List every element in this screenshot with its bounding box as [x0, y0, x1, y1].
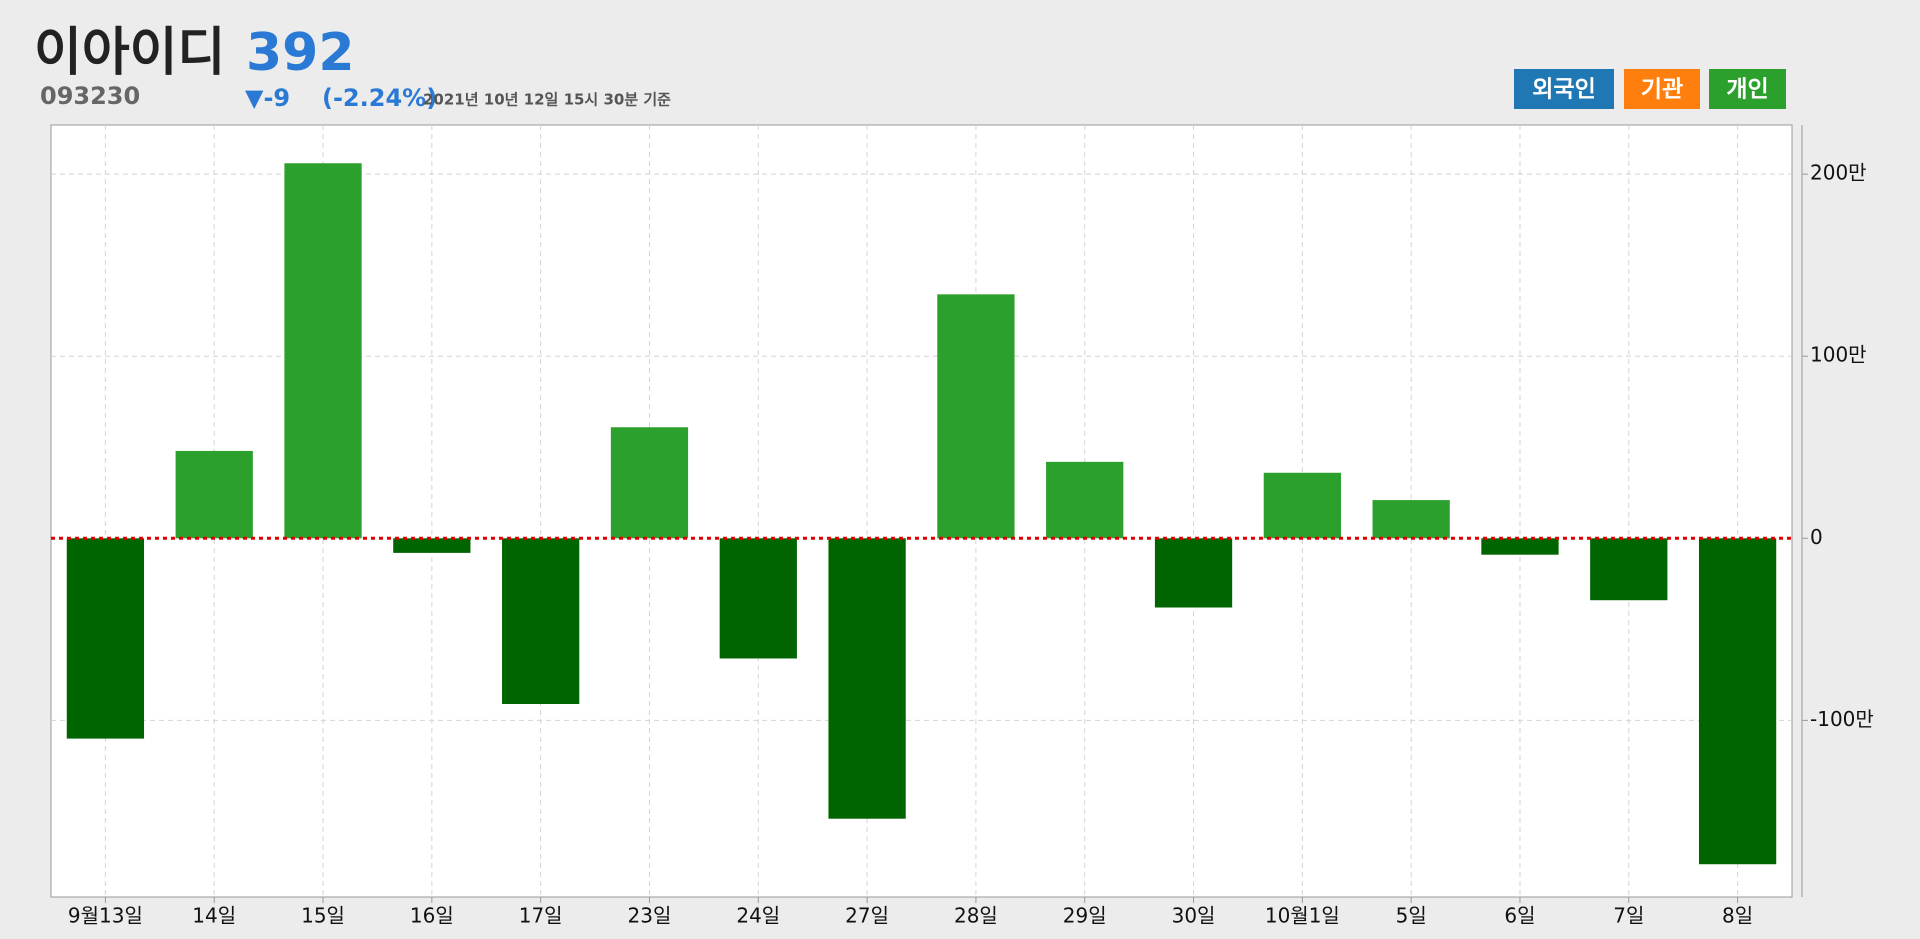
x-tick-label: 30일 [1172, 904, 1216, 928]
x-tick-label: 8일 [1722, 904, 1753, 928]
bar [1590, 538, 1668, 601]
y-tick-label: 200만 [1810, 161, 1867, 185]
bar [719, 538, 797, 659]
x-tick-label: 7일 [1613, 904, 1644, 928]
button-background[interactable] [1514, 69, 1614, 109]
stock-code: 093230 [40, 82, 140, 110]
button-label[interactable]: 기관 [1641, 77, 1683, 103]
button-background[interactable] [1624, 69, 1700, 109]
bar [937, 294, 1015, 539]
x-tick-label: 10월1일 [1265, 904, 1340, 928]
x-tick-label: 6일 [1504, 904, 1535, 928]
filter-button[interactable]: 개인 [1709, 69, 1786, 109]
bar [502, 538, 580, 704]
bar [1698, 538, 1777, 865]
bar [1481, 538, 1559, 555]
x-tick-label: 29일 [1063, 904, 1107, 928]
x-tick-label: 24일 [736, 904, 780, 928]
y-tick-label: -100만 [1810, 707, 1874, 731]
y-tick-label: 100만 [1810, 343, 1867, 367]
bar [610, 427, 689, 539]
button-label[interactable]: 외국인 [1532, 77, 1595, 103]
stock-name: 이아이디 [34, 23, 225, 83]
bar [175, 450, 253, 539]
bar [66, 538, 145, 739]
bar [1046, 461, 1124, 539]
button-background[interactable] [1709, 69, 1786, 109]
x-tick-label: 17일 [519, 904, 563, 928]
stock-price: 392 [246, 23, 355, 83]
button-label[interactable]: 개인 [1726, 77, 1768, 103]
price-change: ▼-9 [245, 84, 290, 112]
x-tick-label: 23일 [628, 904, 672, 928]
x-tick-label: 9월13일 [68, 904, 143, 928]
y-tick-label: 0 [1810, 525, 1823, 549]
timestamp: 2021년 10년 12일 15시 30분 기준 [423, 91, 671, 109]
filter-button[interactable]: 기관 [1624, 69, 1700, 109]
x-tick-label: 14일 [192, 904, 236, 928]
bar [828, 538, 906, 819]
x-tick-label: 5일 [1396, 904, 1427, 928]
x-tick-label: 15일 [301, 904, 345, 928]
x-tick-label: 28일 [954, 904, 998, 928]
filter-button[interactable]: 외국인 [1514, 69, 1614, 109]
bar [284, 163, 362, 539]
bar [1372, 500, 1450, 539]
price-change-percent: (-2.24%) [322, 84, 437, 112]
bar [1263, 472, 1341, 539]
x-tick-label: 27일 [845, 904, 889, 928]
bar [1154, 538, 1233, 608]
x-tick-label: 16일 [410, 904, 454, 928]
bar [393, 538, 471, 553]
